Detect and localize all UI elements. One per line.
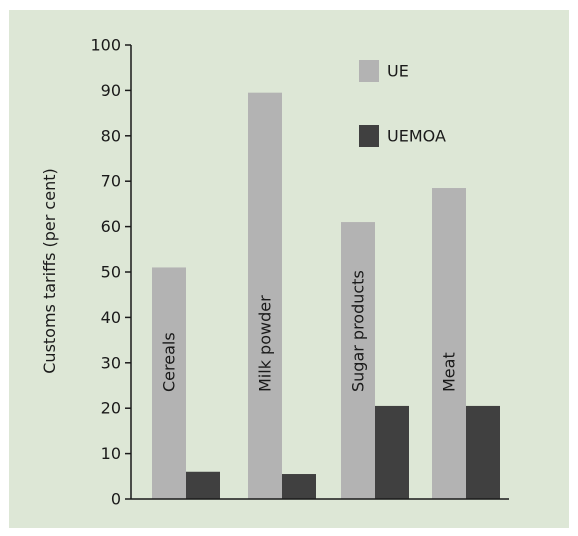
- y-tick-label: 70: [101, 172, 121, 191]
- category-label-milk-powder: Milk powder: [256, 295, 275, 392]
- bar-uemoa-milk-powder: [282, 474, 316, 499]
- bar-uemoa-cereals: [186, 471, 220, 499]
- legend-label-uemoa: UEMOA: [387, 127, 446, 146]
- bar-ue-milk-powder: [248, 92, 282, 500]
- bar-chart: Customs tariffs (per cent) Cereals Milk p…: [40, 36, 509, 509]
- legend-swatch-ue: [359, 60, 379, 82]
- axes-layer: 0 10 20 30 40 50 60 70 80 90 100: [90, 36, 509, 509]
- y-axis-title: Customs tariffs (per cent): [40, 168, 59, 373]
- y-tick-label: 90: [101, 81, 121, 100]
- y-tick-label: 80: [101, 126, 121, 145]
- category-label-cereals: Cereals: [160, 332, 179, 392]
- bar-ue-meat: [432, 188, 466, 499]
- y-tick-label: 100: [90, 36, 121, 55]
- bar-ue-cereals: [152, 267, 186, 499]
- bars-layer: Cereals Milk powder Sugar products Meat: [152, 92, 500, 500]
- chart-panel: Customs tariffs (per cent) Cereals Milk p…: [9, 10, 569, 528]
- y-tick-label: 50: [101, 263, 121, 282]
- legend-label-ue: UE: [387, 62, 409, 81]
- bar-uemoa-sugar-products: [375, 405, 409, 499]
- y-tick-label: 40: [101, 308, 121, 327]
- y-tick-label: 60: [101, 217, 121, 236]
- bar-ue-sugar-products: [341, 222, 375, 499]
- category-label-sugar-products: Sugar products: [349, 270, 368, 392]
- y-tick-label: 0: [111, 490, 121, 509]
- legend-swatch-uemoa: [359, 125, 379, 147]
- y-tick-label: 20: [101, 399, 121, 418]
- y-tick-label: 10: [101, 444, 121, 463]
- bar-uemoa-meat: [466, 405, 500, 499]
- y-tick-label: 30: [101, 353, 121, 372]
- legend: UE UEMOA: [359, 60, 446, 147]
- category-label-meat: Meat: [440, 352, 459, 392]
